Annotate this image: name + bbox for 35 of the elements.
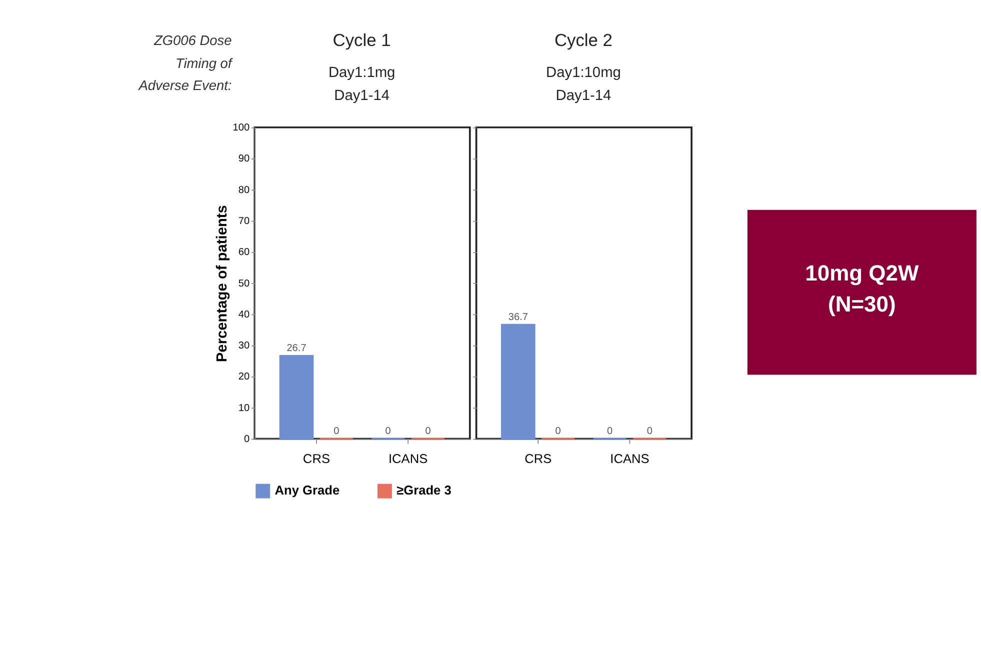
y-tick-label: 60 — [238, 247, 250, 258]
text: ZG006 Dose — [152, 32, 232, 48]
x-tick-label: CRS — [302, 451, 330, 466]
data-label: 0 — [646, 426, 653, 438]
chart-title: Cycle 1 — [332, 30, 391, 50]
legend-label: ≥Grade 3 — [396, 482, 452, 498]
y-axis-title: Percentage of patients — [214, 205, 230, 362]
y-tick-label: 70 — [238, 216, 250, 228]
y-tick-label: 20 — [238, 372, 250, 383]
chart-subtitle: Day1:1mg Day1-14 — [328, 65, 396, 104]
chart-subtitle: Day1:10mg Day1-14 — [546, 65, 621, 104]
chart-title: Cycle 2 — [554, 30, 612, 50]
x-tick-label: ICANS — [610, 451, 650, 466]
y-tick-label: 0 — [244, 434, 250, 446]
y-tick-label: 80 — [238, 184, 250, 196]
data-label: 0 — [334, 426, 340, 438]
y-tick-label: 30 — [238, 340, 250, 352]
legend-label: Any Grade — [274, 482, 340, 498]
text: (N=30) — [828, 292, 896, 317]
y-tick-label: 40 — [238, 309, 250, 320]
y-tick-label: 10 — [238, 402, 250, 414]
text: Adverse Event: — [138, 78, 232, 93]
text: Timing of — [175, 56, 233, 71]
data-label: 0 — [555, 426, 562, 438]
x-tick-label: CRS — [524, 451, 552, 466]
data-label: 0 — [385, 426, 392, 438]
data-label: 0 — [425, 426, 432, 438]
x-tick-label: ICANS — [388, 451, 428, 466]
data-label: 36.7 — [508, 312, 528, 323]
data-label: 26.7 — [286, 343, 307, 354]
data-label: 0 — [606, 426, 613, 438]
y-tick-label: 90 — [238, 154, 250, 165]
y-tick-label: 100 — [232, 122, 250, 134]
y-tick-label: 50 — [238, 278, 250, 290]
text: 10mg Q2W — [805, 260, 919, 286]
